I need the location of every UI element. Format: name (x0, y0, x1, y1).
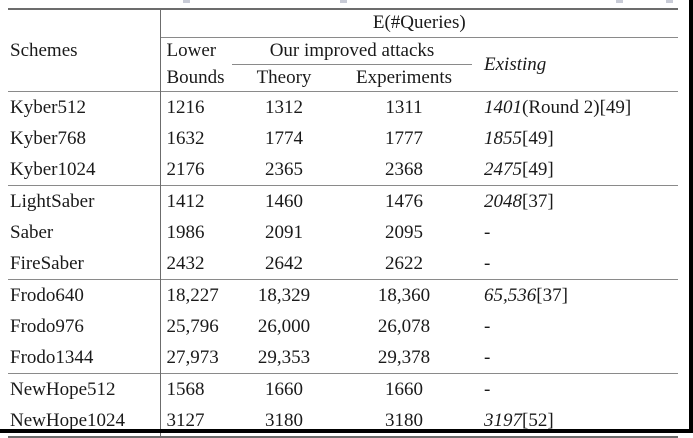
cell-scheme: Frodo976 (8, 311, 161, 343)
existing-citation: [37] (536, 284, 568, 306)
column-header-schemes: Schemes (8, 8, 161, 92)
table-row: Saber 1986 2091 2095 - (8, 217, 678, 249)
cell-experiments: 1777 (385, 127, 423, 149)
existing-citation: (Round 2)[49] (522, 96, 632, 118)
cell-existing: - (472, 311, 678, 342)
cell-experiments: 1476 (336, 185, 472, 218)
existing-value: - (484, 315, 491, 337)
cell-existing: - (472, 342, 678, 374)
cell-experiments: 18,360 (336, 279, 472, 312)
results-table-container: Schemes E(#Queries) Lower Our improved a… (8, 8, 679, 438)
cell-existing: 2048[37] (472, 185, 679, 218)
table-row: Frodo1344 27,973 29,353 29,378 - (8, 342, 678, 374)
cell-theory: 2642 (265, 252, 303, 274)
cell-scheme: Kyber512 (8, 91, 161, 124)
existing-value: 3197 (484, 409, 522, 431)
column-header-lower-line1: Lower (166, 40, 217, 62)
existing-value: 65,536 (484, 284, 537, 306)
cell-lower-bound: 1412 (160, 185, 232, 218)
cell-existing: 2475[49] (472, 154, 678, 186)
cell-scheme: Kyber768 (8, 123, 161, 155)
existing-value: 2048 (484, 190, 522, 212)
cell-theory: 1312 (232, 91, 336, 124)
existing-citation: [49] (522, 127, 554, 149)
query-complexity-table: Schemes E(#Queries) Lower Our improved a… (8, 8, 679, 438)
cell-experiments: 2622 (385, 252, 423, 274)
cell-lower-bound: 1632 (166, 127, 205, 149)
cell-existing: - (472, 248, 678, 280)
cell-existing: 3197[52] (472, 405, 678, 437)
cell-experiments: 1311 (336, 91, 472, 124)
cell-scheme: Saber (8, 217, 161, 249)
cell-scheme: FireSaber (8, 248, 161, 280)
table-row: Frodo976 25,796 26,000 26,078 - (8, 311, 678, 343)
table-row: Kyber512 1216 1312 1311 1401(Round 2)[49] (8, 91, 679, 124)
cell-lower-bound: 2432 (166, 252, 205, 274)
existing-citation: [52] (522, 409, 554, 431)
column-header-existing: Existing (484, 53, 547, 75)
cell-experiments: 29,378 (377, 346, 431, 368)
table-row: FireSaber 2432 2642 2622 - (8, 248, 678, 280)
cell-experiments: 1660 (336, 373, 472, 406)
table-row: Kyber768 1632 1774 1777 1855[49] (8, 123, 678, 155)
cell-existing: 1401(Round 2)[49] (472, 91, 679, 124)
cell-existing: 65,536[37] (472, 279, 679, 312)
cell-lower-bound: 25,796 (166, 315, 219, 337)
existing-value: - (484, 221, 491, 243)
existing-value: 1855 (484, 127, 522, 149)
cell-theory: 18,329 (232, 279, 336, 312)
column-header-theory: Theory (256, 67, 312, 89)
cell-scheme: LightSaber (8, 185, 161, 218)
cell-lower-bound: 1986 (166, 221, 205, 243)
cell-lower-bound: 2176 (166, 158, 205, 180)
cell-lower-bound: 1216 (160, 91, 232, 124)
column-header-lower-line2: Bounds (166, 67, 225, 88)
cell-theory: 2365 (265, 158, 303, 180)
table-row: Frodo640 18,227 18,329 18,360 65,536[37] (8, 279, 679, 312)
cell-lower-bound: 18,227 (160, 279, 232, 312)
cell-scheme: Frodo640 (8, 279, 161, 312)
cell-theory: 2091 (265, 221, 303, 243)
cell-theory: 1660 (232, 373, 336, 406)
cell-lower-bound: 27,973 (166, 346, 219, 368)
cell-experiments: 2095 (385, 221, 423, 243)
cell-theory: 3180 (265, 409, 303, 431)
cell-lower-bound: 3127 (166, 409, 205, 431)
cell-scheme: NewHope512 (8, 373, 161, 406)
existing-citation: [49] (522, 158, 554, 180)
table-row: LightSaber 1412 1460 1476 2048[37] (8, 185, 679, 218)
cell-experiments: 3180 (385, 409, 423, 431)
cell-theory: 29,353 (257, 346, 311, 368)
cell-existing: 1855[49] (472, 123, 678, 154)
column-header-our-improved-attacks: Our improved attacks (232, 37, 472, 66)
existing-value: - (484, 378, 491, 400)
cell-experiments: 26,078 (377, 315, 431, 337)
caption-remnant (0, 0, 693, 4)
page-edge-right (689, 0, 693, 433)
cell-existing: - (472, 217, 678, 248)
cell-theory: 1774 (265, 127, 303, 149)
existing-value: 1401 (484, 96, 522, 118)
cell-scheme: Kyber1024 (8, 154, 161, 186)
cell-lower-bound: 1568 (160, 373, 232, 406)
table-row: NewHope512 1568 1660 1660- (8, 373, 679, 406)
existing-citation: [37] (522, 190, 554, 212)
cell-experiments: 2368 (385, 158, 423, 180)
page-edge-bottom (0, 429, 693, 433)
table-header-row-line1: Lower Our improved attacks Existing (8, 37, 678, 74)
cell-theory: 1460 (232, 185, 336, 218)
column-header-experiments: Experiments (355, 67, 453, 89)
table-header-row-line2: Bounds Theory Experiments (8, 65, 678, 92)
table-header-row-queries: Schemes E(#Queries) (8, 8, 679, 92)
existing-value: 2475 (484, 158, 522, 180)
cell-theory: 26,000 (257, 315, 311, 337)
table-row: Kyber1024 2176 2365 2368 2475[49] (8, 154, 678, 186)
cell-scheme: Frodo1344 (8, 342, 161, 374)
cell-existing: - (472, 373, 679, 406)
column-header-queries: E(#Queries) (160, 8, 679, 39)
existing-value: - (484, 346, 491, 368)
existing-value: - (484, 252, 491, 274)
